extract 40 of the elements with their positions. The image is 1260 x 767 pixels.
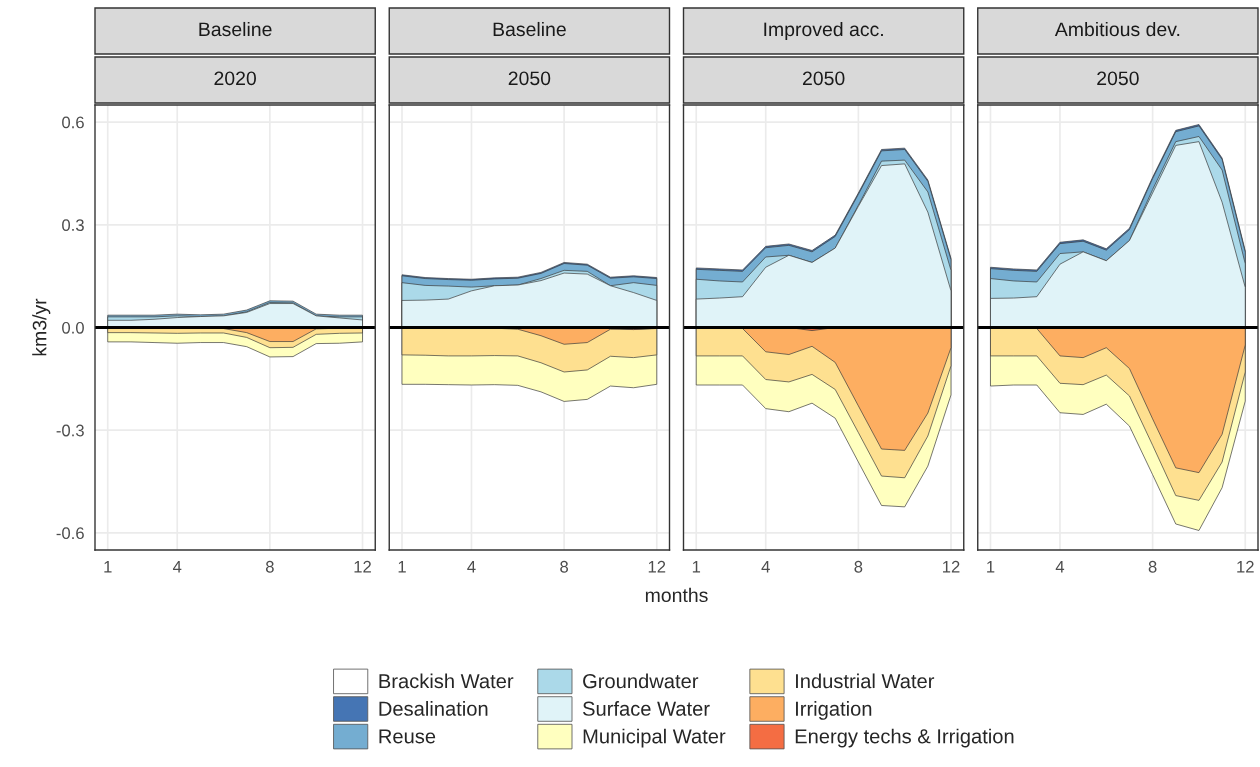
chart-title: Baseline <box>493 21 566 37</box>
x-tick-label: 4 <box>467 561 476 573</box>
y-tick-label: 0.3 <box>62 219 84 232</box>
x-tick-label: 12 <box>648 560 666 573</box>
x-axis-title: months <box>645 587 708 603</box>
x-tick-label: 8 <box>560 560 569 573</box>
x-tick-label: 12 <box>943 560 960 573</box>
x-tick-label: 4 <box>172 561 182 573</box>
y-tick-label: -0.6 <box>56 527 84 540</box>
y-tick-label: 0.0 <box>62 321 84 334</box>
chart-subtitle: 2050 <box>508 71 551 86</box>
legend-label: Desalination <box>379 701 488 716</box>
chart-subtitle: 2050 <box>1097 71 1139 86</box>
y-tick-label: 0.6 <box>62 116 84 129</box>
x-tick-label: 12 <box>1237 560 1254 573</box>
y-axis-title: km3/yr <box>32 298 51 356</box>
legend-label: Groundwater <box>583 673 699 689</box>
legend-label: Irrigation <box>796 701 872 720</box>
legend-label: Municipal Water <box>583 728 726 748</box>
x-tick-label: 1 <box>398 561 406 573</box>
x-tick-label: 4 <box>1055 561 1065 573</box>
x-tick-label: 1 <box>692 561 701 573</box>
chart-subtitle: 2020 <box>214 71 256 86</box>
x-tick-label: 8 <box>265 560 274 573</box>
x-tick-label: 4 <box>761 561 770 573</box>
x-tick-label: 12 <box>354 560 371 573</box>
legend-label: Brackish Water <box>379 673 514 689</box>
legend-label: Surface Water <box>583 701 710 716</box>
chart-title: Baseline <box>199 21 272 37</box>
chart-subtitle: 2050 <box>802 71 845 86</box>
chart-title: Improved acc. <box>764 21 883 41</box>
x-tick-label: 1 <box>104 561 112 573</box>
x-tick-label: 1 <box>987 561 995 573</box>
x-tick-label: 8 <box>1148 560 1157 573</box>
x-tick-label: 8 <box>854 560 863 573</box>
chart-title: Ambitious dev. <box>1054 21 1180 37</box>
legend-label: Energy techs & Irrigation <box>795 728 1014 748</box>
legend-label: Reuse <box>379 729 436 744</box>
y-tick-label: -0.3 <box>56 424 84 437</box>
legend-label: Industrial Water <box>796 673 935 689</box>
